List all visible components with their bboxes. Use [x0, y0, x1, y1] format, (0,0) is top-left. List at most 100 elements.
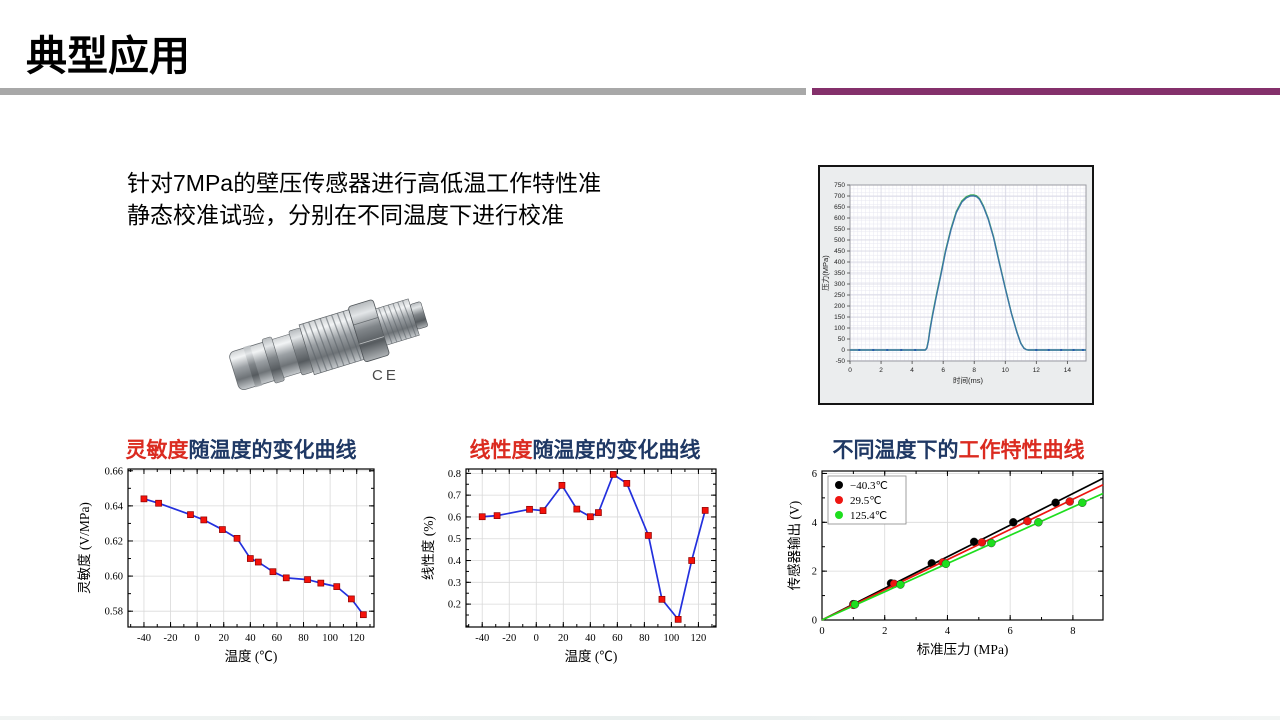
chart-title-part: 不同温度下的 [832, 439, 959, 462]
svg-text:0.3: 0.3 [448, 578, 461, 589]
divider-purple [812, 88, 1280, 95]
svg-text:0.62: 0.62 [105, 536, 123, 547]
svg-text:0.58: 0.58 [105, 607, 123, 618]
svg-text:-40: -40 [137, 633, 151, 644]
characteristics-chart: 不同温度下的工作特性曲线 0 2 4 6 8 0 2 4 6 标准压力 (MPa) 传感器输出 (V… [786, 438, 1131, 681]
ce-mark: CE [372, 367, 399, 384]
svg-text:压力(MPa): 压力(MPa) [820, 255, 830, 291]
svg-text:0: 0 [841, 347, 845, 354]
svg-text:0: 0 [848, 367, 852, 374]
svg-text:80: 80 [298, 633, 309, 644]
svg-text:50: 50 [838, 336, 846, 343]
chart-title-part: 随温度的变化曲线 [532, 439, 701, 462]
svg-text:-50: -50 [836, 358, 846, 365]
pressure-time-chart: -50 0 50 100 150 200 250 300 350 400 450 500 550 600 6… [818, 165, 1094, 405]
svg-text:2: 2 [812, 567, 817, 578]
svg-text:标准压力 (MPa): 标准压力 (MPa) [917, 642, 1009, 657]
svg-text:20: 20 [218, 633, 229, 644]
svg-text:-20: -20 [164, 633, 178, 644]
svg-text:40: 40 [585, 633, 596, 644]
svg-text:400: 400 [834, 259, 845, 266]
sensitivity-chart-title: 灵敏度随温度的变化曲线 [76, 438, 406, 463]
svg-text:120: 120 [691, 633, 707, 644]
svg-text:0.7: 0.7 [448, 491, 461, 502]
svg-text:4: 4 [812, 518, 818, 529]
svg-text:0.66: 0.66 [105, 466, 123, 477]
svg-text:0: 0 [819, 626, 824, 637]
svg-text:线性度 (%): 线性度 (%) [421, 516, 436, 580]
svg-text:150: 150 [834, 314, 845, 321]
svg-text:120: 120 [349, 633, 365, 644]
svg-text:2: 2 [882, 626, 887, 637]
svg-text:20: 20 [558, 633, 569, 644]
svg-text:500: 500 [834, 237, 845, 244]
svg-text:4: 4 [910, 367, 914, 374]
svg-text:−40.3℃: −40.3℃ [850, 480, 888, 492]
svg-text:12: 12 [1033, 367, 1041, 374]
svg-text:0.60: 0.60 [105, 572, 123, 583]
svg-text:6: 6 [812, 469, 817, 480]
svg-text:40: 40 [245, 633, 256, 644]
svg-text:4: 4 [945, 626, 951, 637]
svg-text:250: 250 [834, 292, 845, 299]
svg-text:传感器输出 (V): 传感器输出 (V) [786, 501, 802, 591]
linearity-chart-title: 线性度随温度的变化曲线 [420, 438, 750, 463]
sensitivity-chart: 灵敏度随温度的变化曲线 -40 -20 0 20 40 60 80 100 120 0.58 0.6… [76, 438, 406, 675]
svg-text:灵敏度 (V/MPa): 灵敏度 (V/MPa) [77, 502, 92, 594]
svg-text:温度 (℃): 温度 (℃) [225, 649, 278, 664]
svg-text:450: 450 [834, 248, 845, 255]
sensor-body [229, 298, 428, 391]
sensitivity-plot: -40 -20 0 20 40 60 80 100 120 0.58 0.60 0.62 0.64 0.6… [77, 466, 375, 664]
svg-text:350: 350 [834, 270, 845, 277]
svg-text:6: 6 [1008, 626, 1013, 637]
svg-text:8: 8 [972, 367, 976, 374]
svg-text:80: 80 [639, 633, 650, 644]
svg-text:100: 100 [834, 325, 845, 332]
chart-title-part: 灵敏度 [125, 439, 189, 462]
svg-text:650: 650 [834, 204, 845, 211]
pressure-time-plot: -500501001502002503003504004505005506006… [820, 167, 1092, 403]
svg-text:60: 60 [612, 633, 623, 644]
svg-text:60: 60 [272, 633, 283, 644]
svg-text:0.64: 0.64 [105, 501, 124, 512]
sensor-photo: CE [229, 298, 428, 391]
svg-text:-20: -20 [502, 633, 516, 644]
characteristics-chart-title: 不同温度下的工作特性曲线 [786, 438, 1131, 463]
svg-text:750: 750 [834, 182, 845, 189]
chart-title-part: 工作特性曲线 [958, 439, 1085, 462]
page-title: 典型应用 [26, 33, 190, 79]
svg-text:200: 200 [834, 303, 845, 310]
svg-text:0: 0 [812, 616, 817, 627]
svg-text:2: 2 [879, 367, 883, 374]
svg-text:0: 0 [534, 633, 539, 644]
svg-text:600: 600 [834, 215, 845, 222]
chart-title-part: 随温度的变化曲线 [188, 439, 357, 462]
svg-text:0.2: 0.2 [448, 600, 461, 611]
svg-text:14: 14 [1064, 367, 1072, 374]
svg-text:100: 100 [664, 633, 680, 644]
bottom-strip [0, 716, 1280, 720]
svg-text:0.8: 0.8 [448, 469, 461, 480]
svg-text:550: 550 [834, 226, 845, 233]
svg-text:8: 8 [1070, 626, 1075, 637]
svg-text:125.4℃: 125.4℃ [850, 510, 887, 522]
characteristics-plot: 0 2 4 6 8 0 2 4 6 标准压力 (MPa) 传感器输出 (V) −40.3℃ 29.5℃ 1… [786, 469, 1104, 657]
chart-title-part: 线性度 [469, 439, 533, 462]
svg-text:100: 100 [322, 633, 338, 644]
svg-text:0.6: 0.6 [448, 512, 461, 523]
svg-text:0.5: 0.5 [448, 534, 461, 545]
linearity-chart: 线性度随温度的变化曲线 -40 -20 0 20 40 60 80 100 120 0.2 0.3 0… [420, 438, 750, 675]
svg-text:-40: -40 [475, 633, 489, 644]
divider-gray [0, 88, 806, 95]
svg-text:6: 6 [941, 367, 945, 374]
svg-text:29.5℃: 29.5℃ [850, 495, 882, 507]
svg-text:时间(ms): 时间(ms) [953, 375, 983, 385]
linearity-plot: -40 -20 0 20 40 60 80 100 120 0.2 0.3 0.4 0.5 0.6 0.7 0… [421, 468, 717, 664]
svg-text:温度 (℃): 温度 (℃) [565, 649, 618, 664]
intro-text: 针对7MPa的壁压传感器进行高低温工作特性准静态校准试验，分别在不同温度下进行校… [127, 170, 602, 228]
svg-text:0: 0 [195, 633, 200, 644]
svg-text:0.4: 0.4 [448, 556, 462, 567]
svg-text:700: 700 [834, 193, 845, 200]
svg-text:300: 300 [834, 281, 845, 288]
